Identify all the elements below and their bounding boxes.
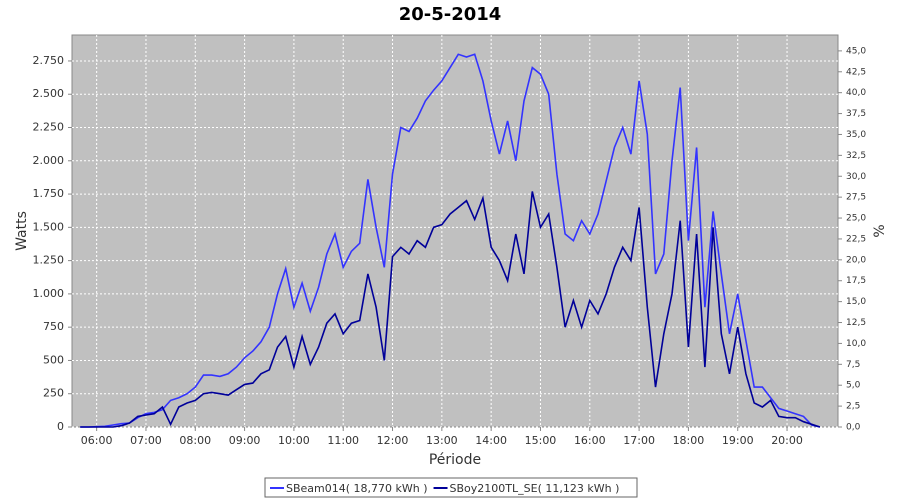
x-tick-label: 10:00 xyxy=(278,434,310,447)
series-line xyxy=(80,53,821,428)
y-tick-label: 750 xyxy=(43,320,64,333)
y2-tick-label: 12,5 xyxy=(846,318,866,328)
y2-tick-label: 20,0 xyxy=(846,255,866,265)
x-tick-label: 11:00 xyxy=(327,434,359,447)
x-tick-label: 06:00 xyxy=(81,434,113,447)
y2-tick-label: 25,0 xyxy=(846,214,866,224)
x-tick-label: 09:00 xyxy=(229,434,261,447)
x-axis-label: Période xyxy=(429,452,481,468)
y2-tick-label: 35,0 xyxy=(846,130,866,140)
y-tick-label: 2.500 xyxy=(33,87,65,100)
x-tick-label: 15:00 xyxy=(525,434,557,447)
y-tick-label: 250 xyxy=(43,387,64,400)
y-axis-label: Watts xyxy=(14,211,30,251)
y2-tick-label: 0,0 xyxy=(846,423,861,433)
x-tick-label: 07:00 xyxy=(130,434,162,447)
y-tick-label: 2.250 xyxy=(33,121,65,134)
y-tick-label: 2.750 xyxy=(33,54,65,67)
y2-tick-label: 42,5 xyxy=(846,67,866,77)
series-line xyxy=(80,191,821,428)
x-tick-label: 12:00 xyxy=(377,434,409,447)
x-tick-label: 20:00 xyxy=(771,434,803,447)
legend-label: SBoy2100TL_SE( 11,123 kWh ) xyxy=(450,482,620,495)
y-tick-label: 1.250 xyxy=(33,254,65,267)
y-tick-label: 2.000 xyxy=(33,154,65,167)
legend-label: SBeam014( 18,770 kWh ) xyxy=(286,482,428,495)
x-tick-label: 17:00 xyxy=(623,434,655,447)
y-tick-label: 500 xyxy=(43,353,64,366)
y2-tick-label: 7,5 xyxy=(846,360,860,370)
y2-tick-label: 40,0 xyxy=(846,88,866,98)
y2-axis-label: % xyxy=(872,224,888,237)
plot-area xyxy=(71,34,839,428)
x-tick-label: 18:00 xyxy=(673,434,705,447)
y2-tick-label: 27,5 xyxy=(846,193,866,203)
y2-tick-label: 45,0 xyxy=(846,46,866,56)
y2-tick-label: 37,5 xyxy=(846,109,866,119)
y2-tick-label: 15,0 xyxy=(846,297,866,307)
y2-tick-label: 5,0 xyxy=(846,381,861,391)
y2-tick-label: 32,5 xyxy=(846,151,866,161)
y-tick-label: 0 xyxy=(57,420,64,433)
y-tick-label: 1.750 xyxy=(33,187,65,200)
y2-tick-label: 30,0 xyxy=(846,172,866,182)
x-tick-label: 19:00 xyxy=(722,434,754,447)
legend xyxy=(264,477,638,498)
x-tick-label: 13:00 xyxy=(426,434,458,447)
y-tick-label: 1.000 xyxy=(33,287,65,300)
y2-tick-label: 22,5 xyxy=(846,234,866,244)
y2-tick-label: 10,0 xyxy=(846,339,866,349)
y-tick-label: 1.500 xyxy=(33,220,65,233)
x-tick-label: 16:00 xyxy=(574,434,606,447)
y2-tick-label: 17,5 xyxy=(846,276,866,286)
x-tick-label: 08:00 xyxy=(179,434,211,447)
y2-tick-label: 2,5 xyxy=(846,402,860,412)
chart-title: 20-5-2014 xyxy=(399,4,502,25)
x-tick-label: 14:00 xyxy=(475,434,507,447)
